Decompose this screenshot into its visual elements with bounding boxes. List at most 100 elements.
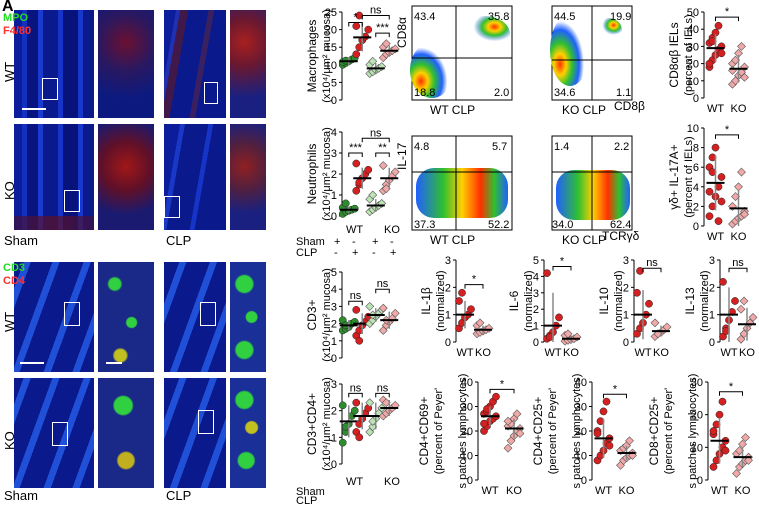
y-label: CD3+CD4+ bbox=[305, 393, 319, 455]
x-label: KO bbox=[735, 485, 751, 497]
flow-il17-ko bbox=[551, 135, 633, 231]
significance-bracket bbox=[642, 267, 662, 273]
data-point bbox=[741, 433, 750, 442]
y-tick-label: 3 bbox=[331, 379, 337, 391]
y-unit: (normalized) bbox=[523, 270, 535, 331]
y-unit: (normalized) bbox=[699, 270, 711, 331]
micro-wt-sham-cd-zoom bbox=[98, 262, 154, 372]
y-tick-label: 10 bbox=[687, 76, 699, 88]
data-point bbox=[455, 297, 463, 305]
data-point bbox=[390, 167, 400, 177]
significance-bracket bbox=[348, 152, 363, 157]
flow-cd8-ko-q1: 44.5 bbox=[554, 11, 575, 23]
data-point bbox=[602, 397, 611, 406]
y-tick-label: 3 bbox=[331, 301, 337, 313]
data-point bbox=[737, 167, 746, 177]
y-tick-label: 0 bbox=[331, 459, 337, 471]
y-tick-label: 10 bbox=[575, 451, 587, 463]
y-tick-label: 0 bbox=[331, 211, 337, 223]
group-legend-bottom: WT KO Sham CLP bbox=[296, 476, 406, 507]
data-point bbox=[645, 299, 653, 308]
y-tick-label: 0 bbox=[445, 337, 451, 349]
data-point bbox=[719, 278, 727, 286]
micro-wt-clp-cd-zoom bbox=[230, 262, 266, 372]
y-unit: (percent of Peyer' bbox=[433, 388, 445, 474]
significance-label: * bbox=[560, 256, 565, 268]
y-label: CD4+CD69+ bbox=[417, 397, 431, 466]
y-tick-label: 0 bbox=[693, 221, 699, 233]
data-point bbox=[732, 469, 741, 478]
data-point bbox=[503, 416, 513, 426]
y-unit: (normalized) bbox=[435, 270, 447, 331]
clp-mark-1: - bbox=[334, 247, 338, 259]
x-label: KO bbox=[731, 231, 747, 243]
chart-cd4cd69: 0 10 20 30 40 CD4+CD69+ (percent of Peyer' s pa… bbox=[417, 374, 525, 497]
y-tick-label: 1 bbox=[445, 310, 451, 322]
data-point bbox=[748, 312, 758, 322]
x-label: KO bbox=[731, 103, 747, 115]
y-tick-label: 30 bbox=[461, 402, 473, 414]
y-tick-label: 5 bbox=[533, 255, 539, 267]
data-point bbox=[352, 50, 361, 59]
col-label-clp-bottom: CLP bbox=[166, 488, 192, 503]
col-label-sham-top: Sham bbox=[4, 233, 38, 248]
x-label: KO bbox=[475, 347, 491, 359]
legend-clp-label: CLP bbox=[296, 247, 318, 259]
x-label: WT bbox=[707, 103, 724, 115]
legend-cd3: CD3 bbox=[3, 262, 26, 274]
data-point bbox=[350, 204, 359, 213]
legend-f480: F4/80 bbox=[3, 25, 32, 37]
significance-bracket bbox=[375, 288, 390, 294]
flow-il17-wt-q3: 37.3 bbox=[414, 219, 435, 231]
data-point bbox=[714, 217, 723, 225]
flow-il17-ko-q4: 62.4 bbox=[610, 219, 631, 231]
data-point bbox=[352, 398, 361, 407]
flow-cd8-wt-label: WT CLP bbox=[430, 103, 475, 117]
flow-il17-wt-q2: 5.7 bbox=[492, 141, 507, 153]
flow-il17-wt bbox=[411, 135, 513, 231]
micro-wt-clp-zoom bbox=[230, 10, 266, 118]
data-point bbox=[721, 446, 730, 455]
data-point bbox=[709, 463, 718, 471]
flow-il17-ko-q1: 1.4 bbox=[554, 141, 569, 153]
flow-cd8-wt-q4: 2.0 bbox=[494, 87, 509, 99]
legend-genotype-ko: KO bbox=[384, 224, 400, 236]
flow-il17-wt-q1: 4.8 bbox=[414, 141, 429, 153]
significance-label: ns bbox=[732, 257, 744, 269]
flow-cd8-wt-q1: 43.4 bbox=[414, 11, 435, 23]
y-tick-label: 1 bbox=[623, 310, 629, 322]
data-point bbox=[705, 187, 714, 196]
flow-cd8-ko-q3: 34.6 bbox=[554, 87, 575, 99]
data-point bbox=[605, 441, 614, 450]
y-tick-label: 0 bbox=[467, 475, 473, 487]
y-tick-label: 5 bbox=[331, 77, 337, 89]
chart-il10: 0 1 2 3 IL-10 (normalized) ns WT KO bbox=[597, 255, 672, 359]
y-label: Neutrophils bbox=[305, 144, 319, 205]
clp-mark-4: + bbox=[390, 247, 397, 259]
chart-il6: 0 1 2 3 4 5 IL-6 (normalized) * WT KO bbox=[507, 255, 582, 359]
y-tick-label: 0 bbox=[623, 337, 629, 349]
data-point bbox=[338, 438, 347, 447]
y-tick-label: 0 bbox=[697, 475, 703, 487]
clp-mark-3: - bbox=[372, 247, 376, 259]
significance-bracket bbox=[361, 137, 390, 143]
data-point bbox=[728, 66, 737, 75]
data-point bbox=[378, 161, 388, 171]
micro-ko-clp-cd bbox=[164, 378, 226, 488]
chart-gd-il17: 0 2 4 6 8 10 γδ+ IL-17A+ (percent of IELs) * WT KO bbox=[667, 123, 749, 243]
micro-ko-clp-cd-zoom bbox=[230, 378, 266, 488]
x-label: WT bbox=[456, 347, 473, 359]
sham-mark-1: + bbox=[334, 236, 341, 248]
y-label: Macrophages bbox=[305, 20, 319, 93]
data-point bbox=[705, 59, 714, 68]
micro-top-legend: MPO F4/80 bbox=[3, 12, 31, 38]
flow-cd8-wt bbox=[410, 5, 513, 101]
data-point bbox=[740, 72, 749, 82]
significance-label: * bbox=[725, 6, 730, 18]
flow-il17-wt-q4: 52.2 bbox=[488, 219, 509, 231]
flow-il17-wt-label: WT CLP bbox=[430, 233, 475, 247]
significance-label: * bbox=[500, 378, 505, 390]
y-tick-label: 5 bbox=[331, 267, 337, 279]
data-point bbox=[364, 25, 373, 34]
y-tick-label: 40 bbox=[461, 377, 473, 389]
